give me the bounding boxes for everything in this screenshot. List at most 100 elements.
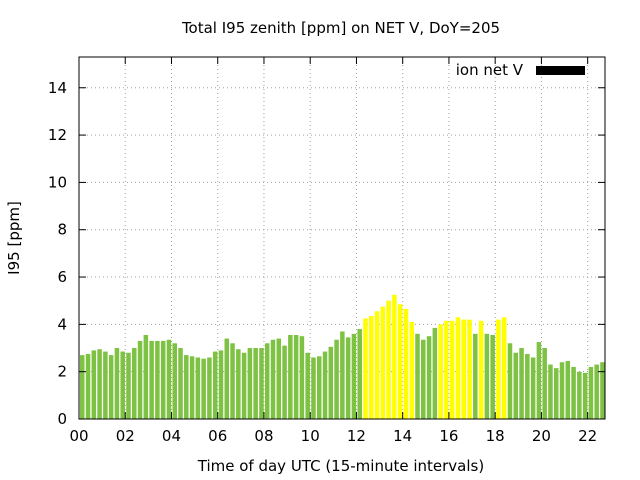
x-tick-label: 16 bbox=[439, 427, 458, 445]
bar bbox=[386, 300, 391, 419]
bar bbox=[264, 343, 270, 419]
bar bbox=[340, 331, 345, 419]
x-tick-label: 10 bbox=[301, 427, 320, 445]
bar bbox=[513, 352, 519, 419]
bar bbox=[288, 335, 293, 419]
bar bbox=[178, 348, 183, 419]
bar bbox=[293, 335, 299, 419]
bar bbox=[426, 336, 432, 419]
bar bbox=[259, 348, 264, 419]
bar bbox=[449, 320, 455, 419]
legend-swatch bbox=[536, 66, 585, 75]
bar bbox=[571, 366, 576, 419]
bar bbox=[103, 351, 108, 419]
bar bbox=[582, 372, 588, 419]
y-tick-label: 12 bbox=[48, 126, 67, 144]
bar bbox=[357, 329, 362, 419]
x-tick-label: 14 bbox=[393, 427, 412, 445]
bar bbox=[91, 350, 97, 419]
bar bbox=[137, 340, 143, 419]
bar bbox=[600, 362, 605, 419]
bar bbox=[421, 339, 426, 419]
bar bbox=[299, 336, 305, 419]
bar bbox=[594, 364, 599, 419]
bar bbox=[201, 358, 206, 419]
bar bbox=[548, 364, 553, 419]
x-tick-label: 12 bbox=[347, 427, 366, 445]
bar bbox=[282, 345, 287, 419]
bar bbox=[490, 335, 495, 419]
plot-frame bbox=[78, 56, 606, 420]
y-tick-label: 10 bbox=[48, 173, 67, 191]
x-tick-label: 04 bbox=[162, 427, 181, 445]
y-axis-label: I95 [ppm] bbox=[5, 201, 23, 275]
bar bbox=[351, 333, 357, 419]
y-tick-label: 4 bbox=[57, 315, 67, 333]
y-tick-label: 0 bbox=[57, 410, 67, 428]
bar bbox=[132, 348, 137, 419]
bar-series bbox=[80, 294, 605, 419]
bar bbox=[415, 333, 420, 419]
bar bbox=[85, 353, 91, 419]
bar bbox=[305, 352, 310, 419]
bar bbox=[160, 340, 166, 419]
x-tick-label: 20 bbox=[532, 427, 551, 445]
bar bbox=[374, 311, 380, 419]
bar bbox=[455, 317, 461, 419]
bar bbox=[438, 324, 443, 419]
bar bbox=[559, 362, 565, 419]
legend-label: ion net V bbox=[456, 61, 524, 79]
bar bbox=[409, 321, 414, 419]
bar bbox=[114, 348, 120, 419]
bar bbox=[126, 352, 131, 419]
bar bbox=[392, 294, 397, 419]
bar bbox=[184, 355, 189, 419]
bar bbox=[270, 339, 276, 419]
legend: ion net V bbox=[456, 61, 585, 79]
bar bbox=[467, 319, 472, 419]
bar bbox=[501, 317, 507, 419]
bar bbox=[542, 348, 547, 419]
x-tick-label: 22 bbox=[578, 427, 597, 445]
bar bbox=[496, 319, 501, 419]
bar bbox=[322, 351, 328, 419]
y-tick-label: 8 bbox=[57, 221, 67, 239]
bar bbox=[80, 355, 85, 419]
grid-lines bbox=[79, 57, 605, 419]
bar bbox=[403, 308, 409, 419]
x-tick-label: 02 bbox=[116, 427, 135, 445]
bar bbox=[519, 348, 524, 419]
y-tick-label: 14 bbox=[48, 79, 67, 97]
x-tick-label: 06 bbox=[208, 427, 227, 445]
bar bbox=[97, 349, 102, 419]
bar bbox=[189, 356, 195, 419]
bar bbox=[432, 327, 438, 419]
bar bbox=[363, 318, 368, 419]
bar bbox=[328, 346, 334, 419]
bar bbox=[380, 306, 386, 419]
bar bbox=[461, 319, 466, 419]
bar bbox=[444, 320, 449, 419]
bar bbox=[478, 320, 484, 419]
bar bbox=[247, 348, 253, 419]
bar bbox=[588, 366, 594, 419]
x-tick-label: 08 bbox=[254, 427, 273, 445]
bar bbox=[565, 361, 571, 419]
bar bbox=[149, 340, 154, 419]
bar bbox=[507, 343, 513, 419]
y-tick-label: 2 bbox=[57, 363, 67, 381]
bar bbox=[484, 333, 490, 419]
bar bbox=[172, 343, 177, 419]
bar bbox=[236, 349, 241, 419]
bar bbox=[253, 348, 258, 419]
bar bbox=[155, 340, 160, 419]
x-axis-label: Time of day UTC (15-minute intervals) bbox=[197, 457, 484, 475]
bar bbox=[530, 357, 536, 419]
bar bbox=[212, 351, 218, 419]
y-tick-label: 6 bbox=[57, 268, 67, 286]
bar bbox=[195, 357, 201, 419]
bar bbox=[166, 339, 172, 419]
bar bbox=[311, 357, 316, 419]
